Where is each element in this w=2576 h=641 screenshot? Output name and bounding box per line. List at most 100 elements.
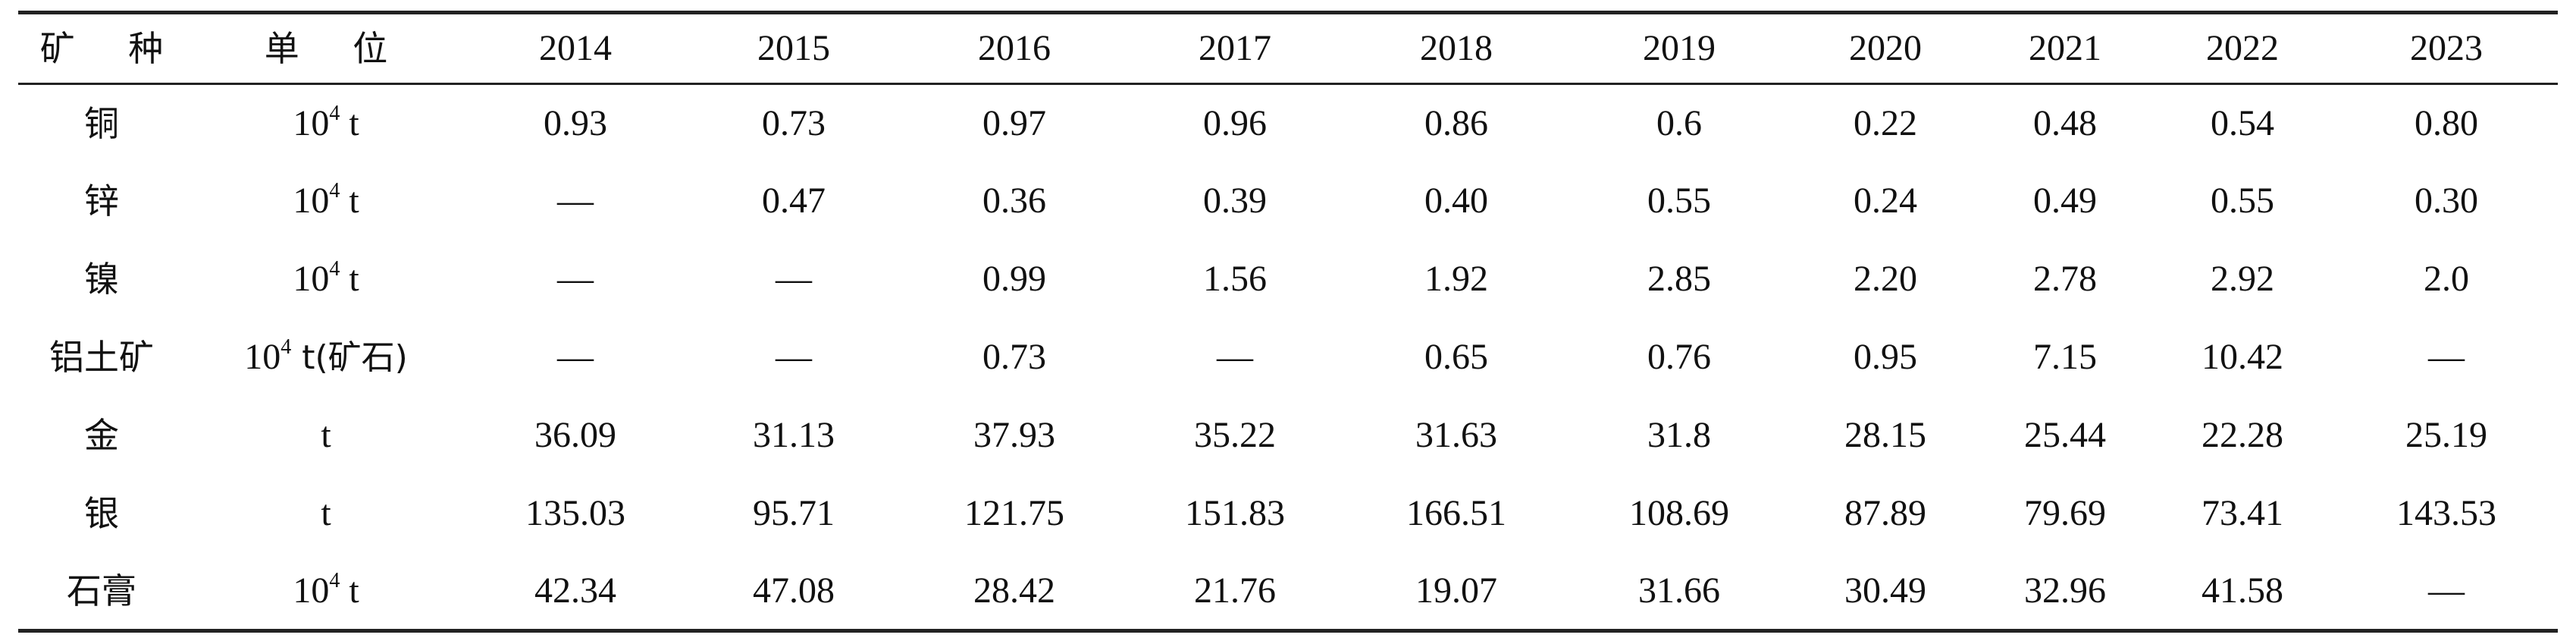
table-row: 铜 104 t 0.93 0.73 0.97 0.96 0.86 0.6 0.22 0.48 0.5… (18, 84, 2558, 162)
cell-value: 32.96 (1980, 552, 2150, 633)
cell-value: 1.92 (1424, 259, 1488, 299)
header-year: 2016 (904, 11, 1125, 85)
cell-value: 41.58 (2150, 552, 2335, 633)
cell-value: 21.76 (1125, 552, 1345, 633)
unit-base: 10 (293, 570, 330, 611)
header-year: 2022 (2150, 11, 2335, 85)
header-year: 2018 (1345, 11, 1568, 85)
cell-mineral: 银 (84, 493, 119, 534)
unit-text: t (321, 415, 331, 455)
table-row: 银 t 135.03 95.71 121.75 151.83 166.51 108.69 87.… (18, 475, 2558, 553)
cell-value: 2.92 (2211, 259, 2274, 299)
cell-value: 0.95 (1854, 337, 1917, 377)
unit-exponent: 4 (329, 101, 340, 125)
cell-value: 108.69 (1629, 493, 1729, 533)
cell-mineral: 铝土矿 (49, 337, 154, 378)
cell-value: 0.93 (544, 102, 607, 143)
cell-value: — (557, 337, 594, 377)
cell-value: 31.63 (1415, 415, 1497, 455)
cell-value: 0.55 (2211, 181, 2274, 221)
cell-value: — (2428, 337, 2465, 377)
table-body: 铜 104 t 0.93 0.73 0.97 0.96 0.86 0.6 0.22 0.48 0.5… (18, 84, 2558, 633)
cell-unit: 104 t (185, 552, 467, 633)
header-year: 2023 (2335, 11, 2558, 85)
cell-value: 7.15 (2033, 337, 2097, 377)
cell-mineral: 锌 (84, 181, 119, 222)
cell-value: 2.85 (1647, 259, 1711, 299)
cell-unit: 104 t (185, 162, 467, 240)
cell-value: 2.78 (2033, 259, 2097, 299)
cell-value: — (2335, 552, 2558, 633)
cell-value: 121.75 (964, 493, 1064, 533)
cell-mineral: 金 (84, 415, 119, 456)
unit-text: t (340, 570, 359, 611)
cell-value: 0.96 (1203, 102, 1267, 143)
cell-mineral: 铜 (84, 102, 119, 144)
table-row: 金 t 36.09 31.13 37.93 35.22 31.63 31.8 28.15 25.4… (18, 397, 2558, 475)
cell-value: 25.19 (2405, 415, 2487, 455)
cell-value: 28.42 (904, 552, 1125, 633)
table-row: 铝土矿 104 t(矿石) — — 0.73 — 0.65 0.76 0.95 7.15 10.42… (18, 319, 2558, 397)
cell-value: 143.53 (2396, 493, 2496, 533)
cell-value: 0.24 (1854, 181, 1917, 221)
cell-value: 28.15 (1844, 415, 1926, 455)
header-row: 矿 种单 位 2014 2015 2016 2017 2018 2019 2020 2021 20… (18, 11, 2558, 85)
cell-value: 87.89 (1844, 493, 1926, 533)
table-row: 锌 104 t — 0.47 0.36 0.39 0.40 0.55 0.24 0.49 0.55 0… (18, 162, 2558, 240)
cell-value: 35.22 (1194, 415, 1276, 455)
cell-value: 0.55 (1647, 181, 1711, 221)
cell-value: 0.99 (982, 259, 1046, 299)
unit-text: t (340, 181, 359, 221)
cell-unit: 104 t (185, 84, 467, 162)
cell-value: 0.54 (2211, 102, 2274, 143)
cell-value: 30.49 (1791, 552, 1980, 633)
unit-exponent: 4 (280, 335, 292, 359)
cell-value: 0.73 (982, 337, 1046, 377)
cell-value: 0.30 (2415, 181, 2478, 221)
cell-value: 0.97 (982, 102, 1046, 143)
cell-value: 0.22 (1854, 102, 1917, 143)
cell-value: 166.51 (1406, 493, 1506, 533)
cell-value: — (557, 181, 594, 221)
cell-value: 135.03 (525, 493, 625, 533)
unit-text: t (340, 259, 359, 299)
cell-value: 2.0 (2424, 259, 2469, 299)
mineral-production-table: 矿 种单 位 2014 2015 2016 2017 2018 2019 2020 2021 20… (18, 11, 2558, 633)
header-year: 2020 (1791, 11, 1980, 85)
cell-value: 0.36 (982, 181, 1046, 221)
unit-text: t (340, 102, 359, 143)
cell-value: 0.48 (2033, 102, 2097, 143)
cell-value: 0.80 (2415, 102, 2478, 143)
cell-mineral: 镍 (84, 259, 119, 300)
cell-value: 151.83 (1185, 493, 1285, 533)
cell-value: 31.66 (1568, 552, 1791, 633)
cell-value: 0.40 (1424, 181, 1488, 221)
cell-value: 0.6 (1656, 102, 1702, 143)
cell-unit: 104 t (185, 240, 467, 319)
cell-value: 1.56 (1203, 259, 1267, 299)
cell-mineral: 石膏 (18, 552, 185, 633)
cell-value: 0.47 (762, 181, 826, 221)
cell-value: 73.41 (2202, 493, 2283, 533)
header-year: 2015 (684, 11, 904, 85)
cell-value: 31.13 (753, 415, 835, 455)
cell-value: 0.76 (1647, 337, 1711, 377)
unit-base: 10 (293, 259, 330, 299)
table-row: 石膏 104 t 42.34 47.08 28.42 21.76 19.07 31.66 30.… (18, 552, 2558, 633)
cell-value: 0.39 (1203, 181, 1267, 221)
header-year: 2019 (1568, 11, 1791, 85)
cell-value: 42.34 (467, 552, 684, 633)
cell-value: 36.09 (534, 415, 616, 455)
cell-value: 0.65 (1424, 337, 1488, 377)
cell-value: 47.08 (684, 552, 904, 633)
unit-text: t(矿石) (291, 338, 408, 377)
unit-base: 10 (293, 181, 330, 221)
cell-value: — (1217, 337, 1253, 377)
unit-base: 10 (244, 337, 281, 377)
header-mineral: 矿 种 (18, 11, 185, 85)
cell-value: — (557, 259, 594, 299)
cell-value: 19.07 (1345, 552, 1568, 633)
table-row: 镍 104 t — — 0.99 1.56 1.92 2.85 2.20 2.78 2.92 2.0 (18, 240, 2558, 319)
header-year: 2014 (467, 11, 684, 85)
